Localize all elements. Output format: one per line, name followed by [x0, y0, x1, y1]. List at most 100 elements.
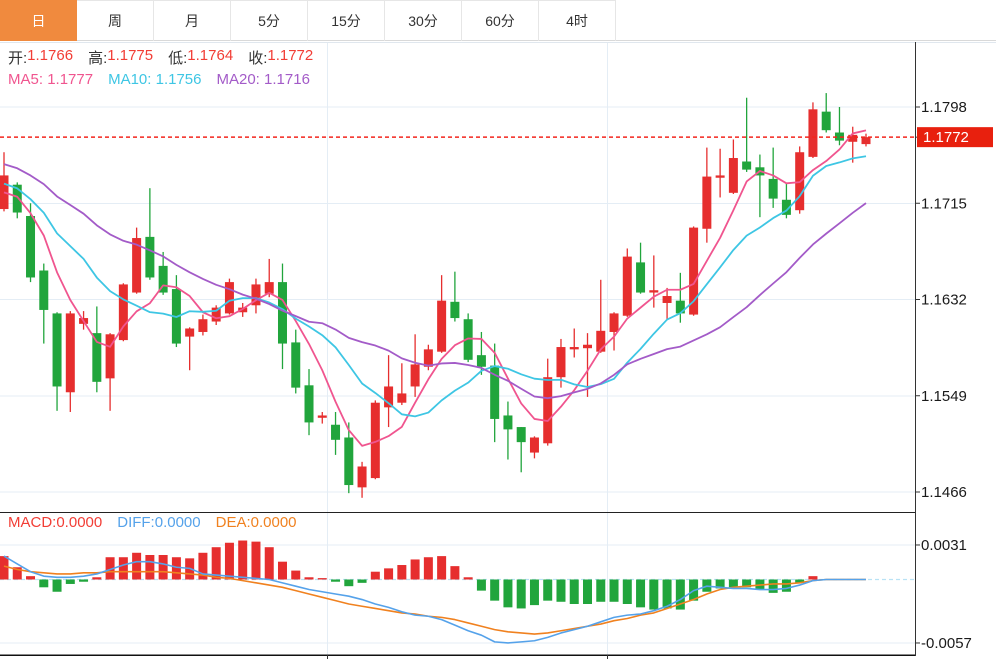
- macd-histogram-bar: [649, 579, 659, 610]
- ma5-value: 1.1777: [47, 71, 94, 88]
- macd-histogram-bar: [410, 559, 420, 580]
- candle-body: [397, 393, 407, 403]
- candle-body: [158, 265, 168, 293]
- candle-body: [39, 270, 49, 310]
- macd-histogram-bar: [12, 567, 22, 580]
- macd-histogram-bar: [808, 576, 818, 580]
- tab-5min[interactable]: 5分: [231, 0, 308, 41]
- open-label: 开:: [8, 50, 28, 67]
- candle-body: [516, 427, 526, 443]
- macd-histogram-bar: [622, 579, 632, 605]
- candle-body: [344, 437, 354, 486]
- candle-body: [675, 300, 685, 314]
- macd-histogram-bar: [384, 568, 394, 580]
- macd-histogram-bar: [397, 565, 407, 580]
- candle-body: [848, 134, 858, 142]
- candle-body: [251, 284, 261, 306]
- candle-body: [503, 415, 513, 430]
- price-axis-label: 1.1549: [921, 388, 967, 405]
- candle-body: [834, 132, 844, 141]
- macd-histogram-bar: [463, 577, 473, 580]
- macd-histogram-bar: [715, 579, 725, 589]
- candle-body: [291, 342, 301, 388]
- macd-histogram-bar: [39, 579, 49, 588]
- diff-label: DIFF:: [117, 514, 155, 531]
- macd-histogram-bar: [331, 579, 341, 582]
- low-value: 1.1764: [187, 47, 234, 64]
- ma-readout: MA5: 1.1777 MA10: 1.1756 MA20: 1.1716: [8, 71, 325, 88]
- macd-histogram-bar: [636, 579, 646, 608]
- diff-value: 0.0000: [154, 514, 201, 531]
- macd-histogram-bar: [277, 561, 287, 580]
- ma20-label: MA20:: [216, 71, 260, 88]
- candle-body: [118, 284, 128, 341]
- high-value: 1.1775: [107, 47, 154, 64]
- tab-4hour[interactable]: 4时: [539, 0, 616, 41]
- macd-histogram-bar: [490, 579, 500, 601]
- ma10-label: MA10:: [108, 71, 152, 88]
- open-value: 1.1766: [27, 47, 74, 64]
- tab-week[interactable]: 周: [77, 0, 154, 41]
- tab-15min[interactable]: 15分: [308, 0, 385, 41]
- current-price-tag: [917, 127, 993, 148]
- current-price-tag-text: 1.1772: [923, 129, 969, 146]
- tab-day[interactable]: 日: [0, 0, 77, 41]
- candle-body: [198, 319, 208, 332]
- candle-body: [384, 386, 394, 408]
- macd-histogram-bar: [609, 579, 619, 602]
- tab-30min[interactable]: 30分: [385, 0, 462, 41]
- candle-body: [596, 330, 606, 352]
- tab-60min[interactable]: 60分: [462, 0, 539, 41]
- macd-histogram-bar: [26, 576, 36, 580]
- macd-histogram-bar: [675, 579, 685, 610]
- candle-body: [145, 236, 155, 278]
- macd-histogram-bar: [65, 579, 75, 584]
- macd-histogram-bar: [105, 557, 115, 580]
- macd-histogram-bar: [79, 579, 89, 582]
- candle-body: [715, 175, 725, 178]
- macd-histogram-bar: [198, 552, 208, 580]
- candle-body: [649, 290, 659, 293]
- candle-body: [317, 415, 327, 418]
- macd-histogram-bar: [450, 566, 460, 580]
- candle-body: [490, 365, 500, 419]
- candle-body: [742, 161, 752, 170]
- macd-histogram-bar: [556, 579, 566, 602]
- candle-body: [476, 355, 486, 367]
- macd-histogram-bar: [118, 557, 128, 580]
- low-label: 低:: [168, 50, 188, 67]
- macd-histogram-bar: [92, 577, 102, 580]
- candle-body: [609, 313, 619, 332]
- candle-body: [529, 437, 539, 453]
- diff-line: [3, 555, 866, 644]
- macd-axis-label: 0.0031: [921, 537, 967, 554]
- macd-histogram-bar: [728, 579, 738, 588]
- candle-body: [768, 178, 778, 199]
- macd-histogram-bar: [224, 542, 234, 580]
- price-axis-label: 1.1715: [921, 195, 967, 212]
- macd-histogram-bar: [304, 577, 314, 580]
- candle-body: [622, 256, 632, 316]
- macd-histogram-bar: [516, 579, 526, 609]
- macd-histogram-bar: [781, 579, 791, 592]
- macd-histogram-bar: [596, 579, 606, 602]
- candle-body: [277, 282, 287, 344]
- macd-histogram-bar: [543, 579, 553, 601]
- candle-body: [450, 301, 460, 319]
- macd-histogram-bar: [264, 547, 274, 580]
- candle-body: [423, 349, 433, 367]
- tab-month[interactable]: 月: [154, 0, 231, 41]
- close-value: 1.1772: [267, 47, 314, 64]
- candle-body: [410, 364, 420, 387]
- macd-histogram-bar: [583, 579, 593, 605]
- candle-body: [65, 313, 75, 393]
- ohlc-readout: 开: 1.1766 高: 1.1775 低: 1.1764 收: 1.1772: [8, 47, 328, 68]
- macd-histogram-bar: [569, 579, 579, 605]
- candle-body: [781, 199, 791, 215]
- candle-body: [543, 377, 553, 444]
- timeframe-tabbar: 日 周 月 5分 15分 30分 60分 4时: [0, 0, 996, 41]
- macd-histogram-bar: [476, 579, 486, 591]
- macd-histogram-bar: [370, 571, 380, 580]
- candle-body: [463, 319, 473, 360]
